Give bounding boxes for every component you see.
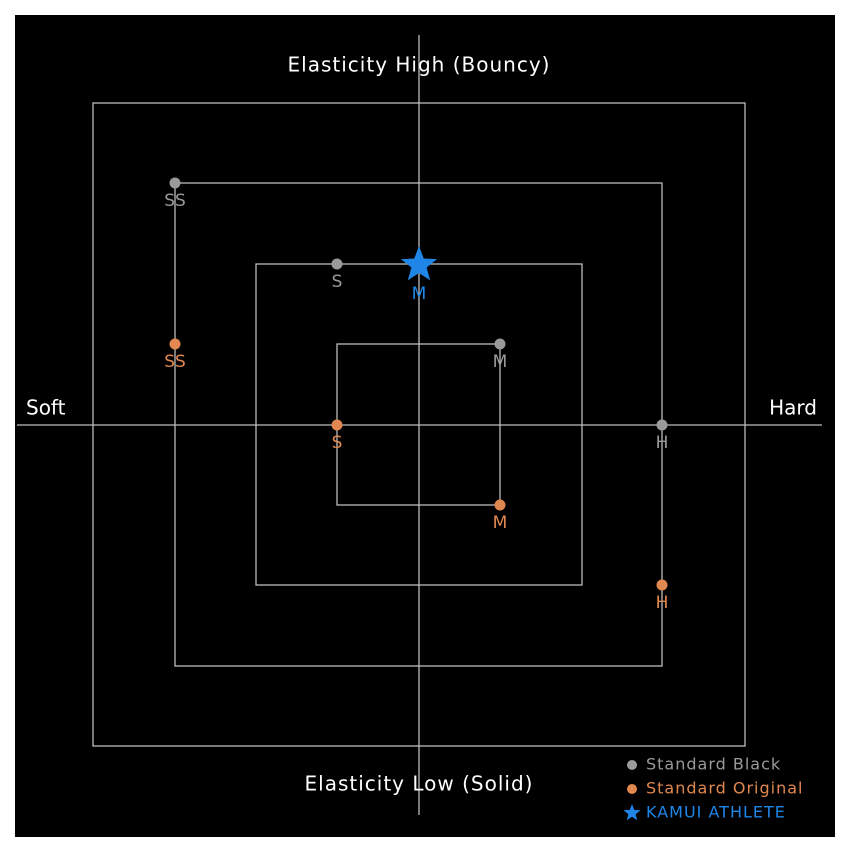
point-label: SS	[164, 352, 186, 372]
legend-marker	[623, 804, 641, 821]
axis-label-left: Soft	[26, 396, 66, 420]
point-label: S	[332, 433, 343, 453]
axis-label-bottom: Elasticity Low (Solid)	[305, 772, 534, 796]
point-label: S	[332, 272, 343, 292]
legend-label: KAMUI ATHLETE	[646, 803, 786, 822]
legend: Standard Black Standard Original KAMUI ATH…	[623, 755, 803, 822]
point-marker	[169, 177, 181, 189]
legend-label: Standard Black	[646, 755, 781, 774]
point-marker	[656, 579, 668, 591]
point-label: H	[656, 433, 669, 453]
point-label: M	[412, 284, 427, 304]
point-marker	[331, 419, 343, 431]
point-label: M	[493, 352, 508, 372]
star-marker	[400, 246, 438, 281]
legend-marker	[627, 784, 637, 794]
point-marker	[169, 338, 181, 350]
legend-marker	[627, 760, 637, 770]
legend-label: Standard Original	[646, 779, 803, 798]
axis-labels: Elasticity High (Bouncy) Elasticity Low …	[26, 53, 817, 796]
panel	[15, 15, 835, 837]
point-marker	[656, 419, 668, 431]
frames	[17, 35, 822, 815]
point-label: SS	[164, 191, 186, 211]
point-marker	[331, 258, 343, 270]
point-label: M	[493, 513, 508, 533]
point-marker	[494, 338, 506, 350]
axis-label-right: Hard	[769, 396, 817, 420]
point-label: H	[656, 593, 669, 613]
axis-label-top: Elasticity High (Bouncy)	[288, 53, 551, 77]
point-marker	[494, 499, 506, 511]
